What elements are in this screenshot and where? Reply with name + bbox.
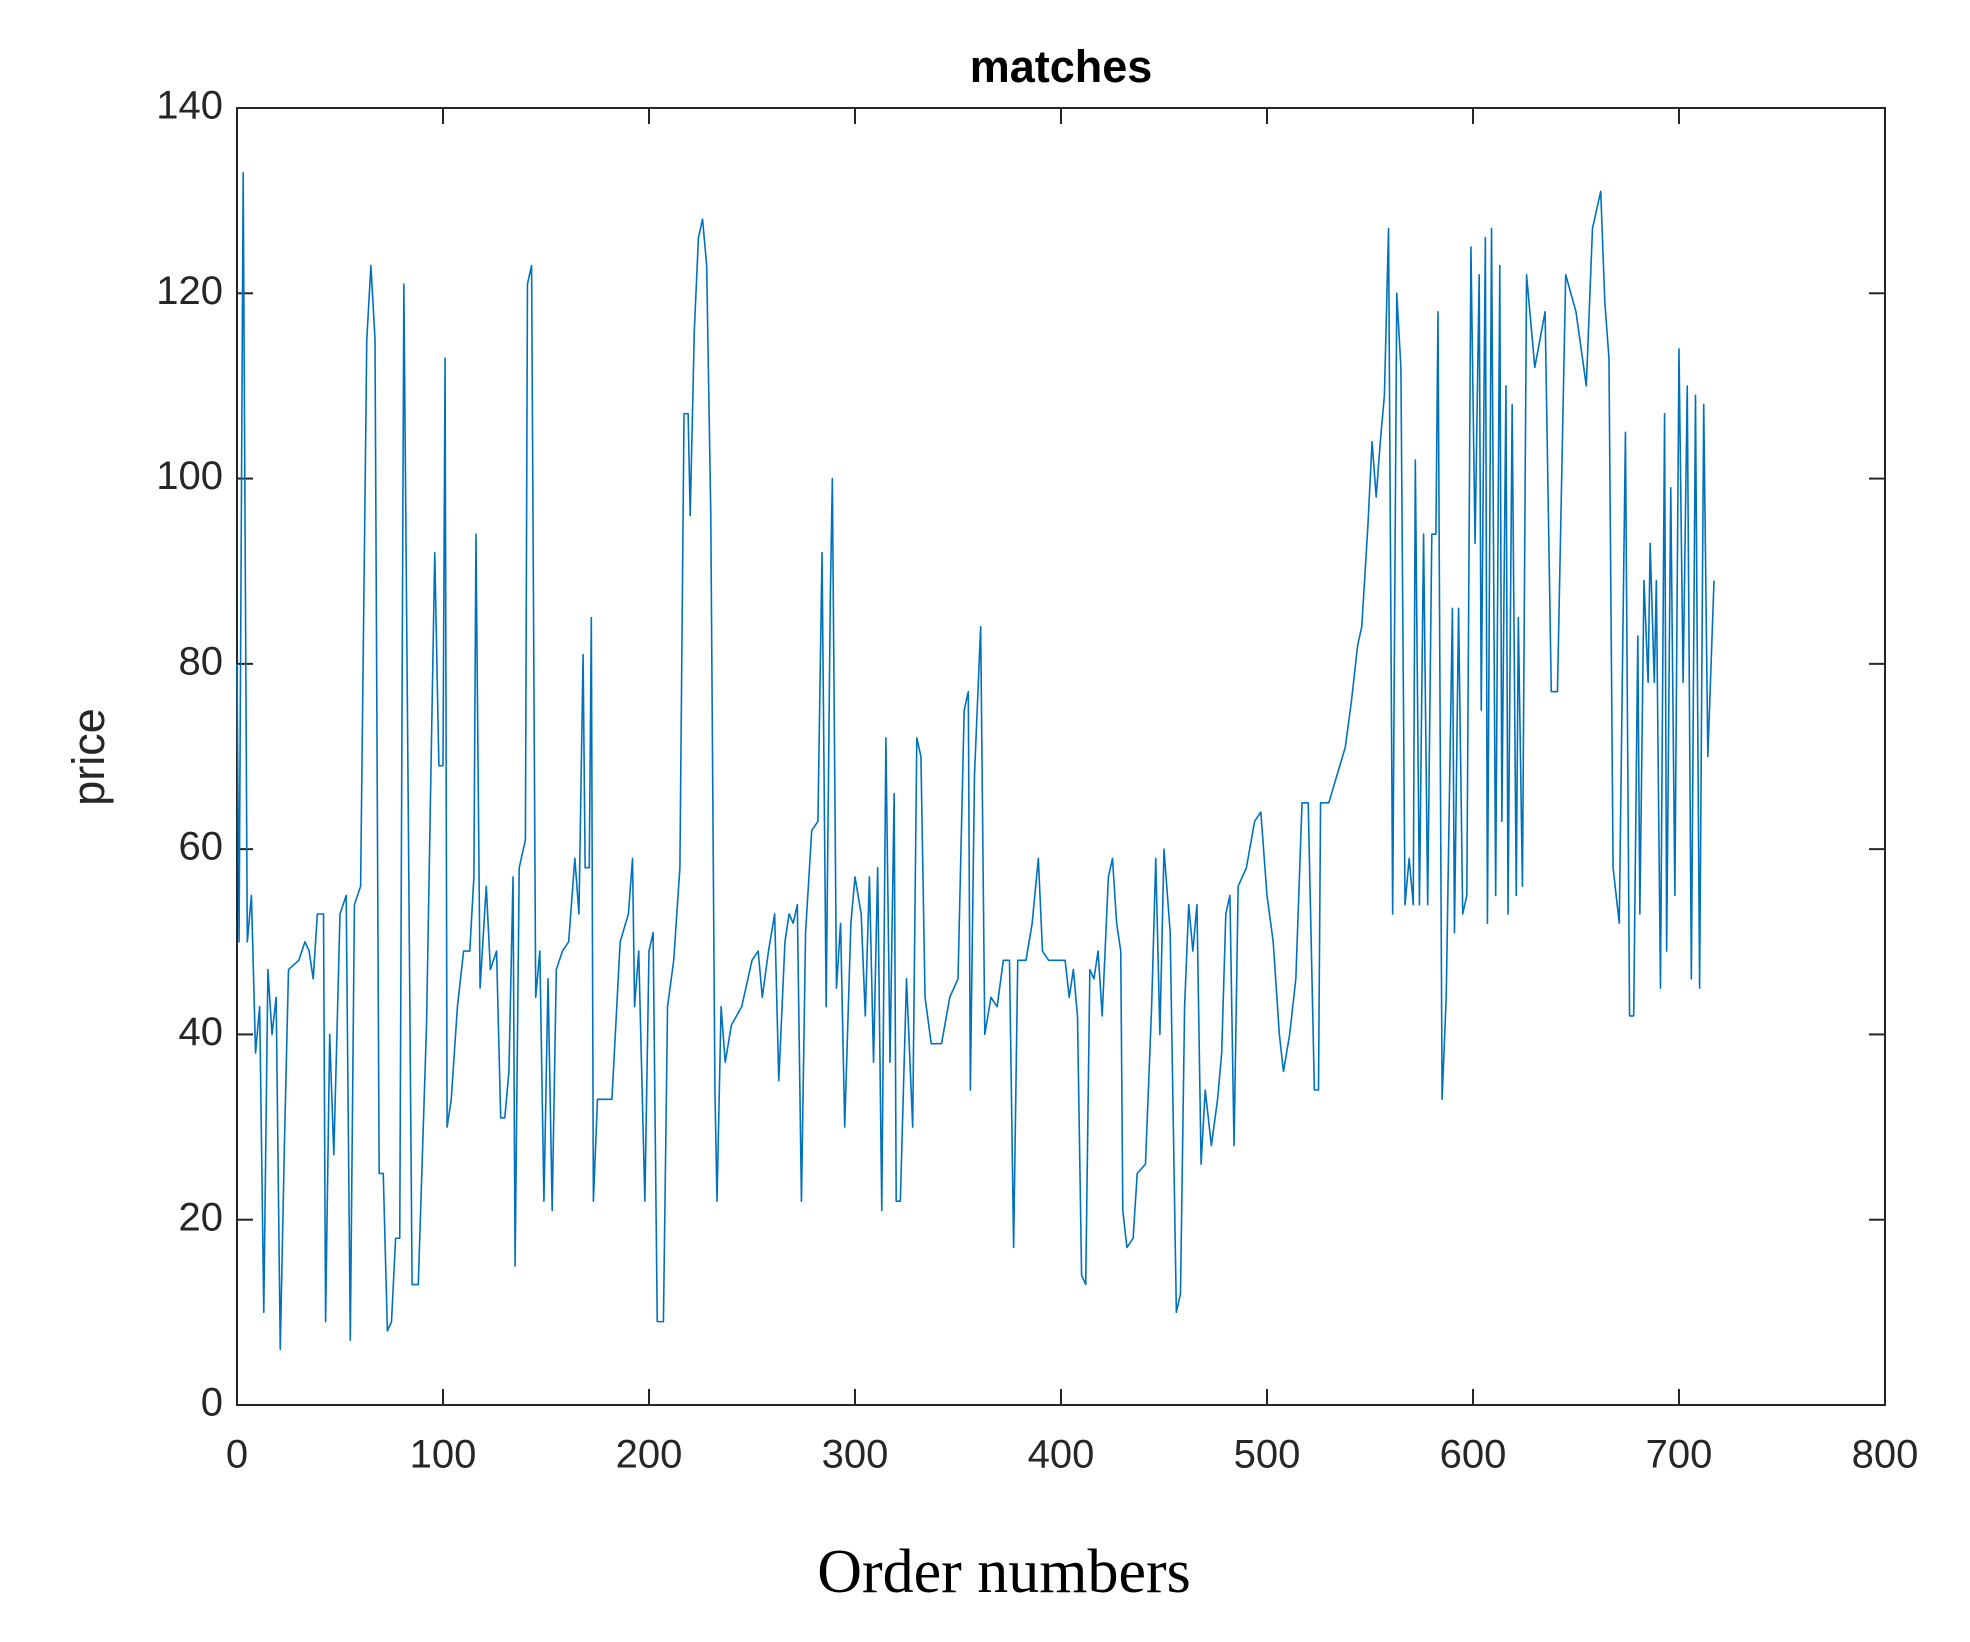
x-tick-label: 800: [1852, 1433, 1919, 1477]
y-tick-label: 20: [179, 1195, 224, 1239]
x-tick-label: 400: [1028, 1433, 1095, 1477]
axes-box: [236, 107, 1886, 1406]
x-tick-label: 0: [226, 1433, 248, 1477]
data-line: [236, 172, 1715, 1351]
x-axis-label: Order numbers: [817, 1538, 1191, 1606]
y-tick-label: 140: [156, 84, 223, 128]
x-tick-label: 100: [410, 1433, 477, 1477]
chart-title: matches: [970, 41, 1153, 92]
x-tick-label: 200: [616, 1433, 683, 1477]
x-tick-label: 600: [1440, 1433, 1507, 1477]
x-tick-label: 300: [822, 1433, 889, 1477]
y-axis-label: price: [63, 708, 114, 806]
y-tick-label: 40: [179, 1010, 224, 1054]
x-tick-label: 700: [1646, 1433, 1713, 1477]
y-tick-label: 60: [179, 825, 224, 869]
x-tick-label: 500: [1234, 1433, 1301, 1477]
y-tick-label: 0: [201, 1381, 223, 1425]
y-tick-label: 100: [156, 454, 223, 498]
y-tick-label: 80: [179, 639, 224, 683]
y-tick-label: 120: [156, 269, 223, 313]
